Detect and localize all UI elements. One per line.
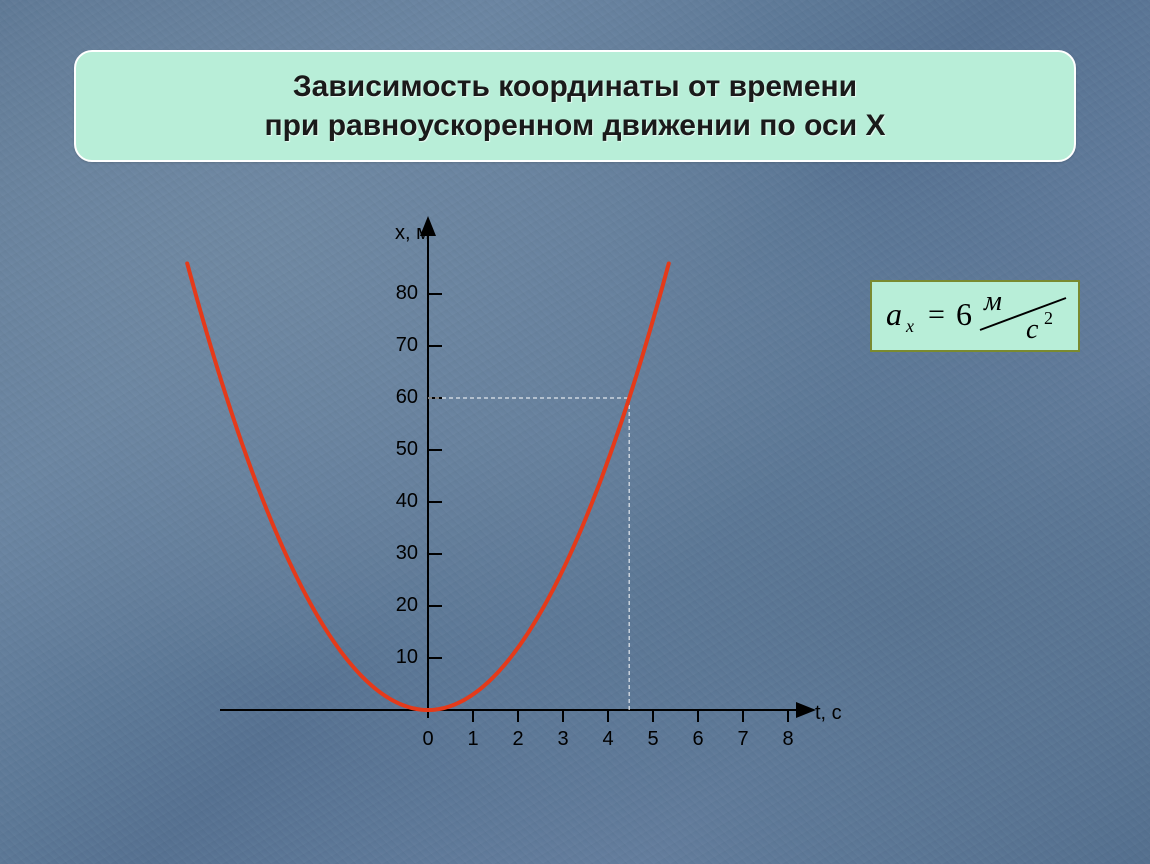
chart <box>0 0 1150 864</box>
y-tick-50: 50 <box>378 438 418 461</box>
y-tick-20: 20 <box>378 594 418 617</box>
x-tick-2: 2 <box>506 728 530 751</box>
x-tick-6: 6 <box>686 728 710 751</box>
x-tick-4: 4 <box>596 728 620 751</box>
y-tick-60: 60 <box>378 386 418 409</box>
y-tick-70: 70 <box>378 334 418 357</box>
y-tick-40: 40 <box>378 490 418 513</box>
x-tick-7: 7 <box>731 728 755 751</box>
x-axis-label: t, с <box>815 702 842 725</box>
x-tick-1: 1 <box>461 728 485 751</box>
y-tick-30: 30 <box>378 542 418 565</box>
x-tick-3: 3 <box>551 728 575 751</box>
y-tick-10: 10 <box>378 646 418 669</box>
x-tick-0: 0 <box>416 728 440 751</box>
y-axis-label: x, м <box>395 222 430 245</box>
x-tick-5: 5 <box>641 728 665 751</box>
y-tick-80: 80 <box>378 282 418 305</box>
x-tick-8: 8 <box>776 728 800 751</box>
